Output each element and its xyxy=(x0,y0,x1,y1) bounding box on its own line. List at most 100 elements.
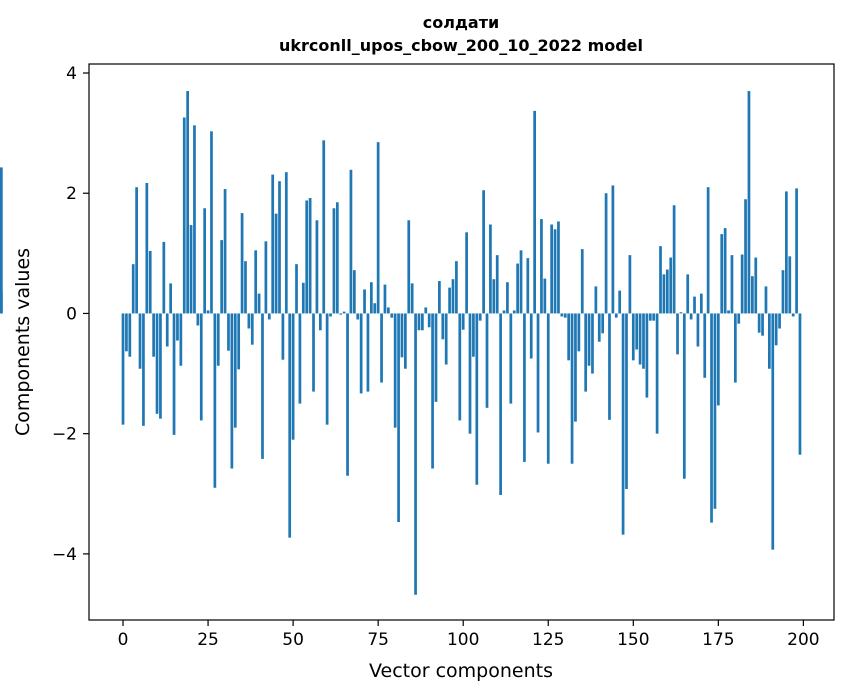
bar-component-82 xyxy=(400,313,404,358)
bar-component-147 xyxy=(621,313,625,535)
bar-component-48 xyxy=(284,172,288,314)
bar-component-176 xyxy=(720,234,724,314)
bar-component-43 xyxy=(267,313,271,320)
bar-component-185 xyxy=(751,276,754,314)
bar-component-90 xyxy=(427,313,431,328)
bar-component-122 xyxy=(536,313,540,433)
bar-component-39 xyxy=(254,250,258,314)
bar-component-95 xyxy=(444,313,448,365)
bar-component-179 xyxy=(730,255,734,314)
bar-component-158 xyxy=(659,246,662,314)
bar-component-172 xyxy=(706,187,710,314)
bar-component-8 xyxy=(148,250,152,314)
bar-component-6 xyxy=(142,313,145,426)
bar-component-99 xyxy=(458,313,462,421)
bar-component-70 xyxy=(359,313,363,394)
bar-component-198 xyxy=(795,188,798,314)
bar-component-190 xyxy=(768,313,771,369)
bar-component-196 xyxy=(788,256,792,314)
bar-component-35 xyxy=(240,213,244,314)
bar-component-80 xyxy=(393,313,397,428)
bar-component-13 xyxy=(165,313,169,347)
bar-component-152 xyxy=(638,313,642,365)
bar-component-194 xyxy=(781,270,785,314)
chart-subtitle: ukrconll_upos_cbow_200_10_2022 model xyxy=(279,36,643,55)
bar-component-100 xyxy=(461,313,465,330)
bar-component-117 xyxy=(519,250,523,314)
bar-component-30 xyxy=(223,189,227,314)
bar-component-105 xyxy=(478,313,482,321)
y-tick-label: 4 xyxy=(66,64,77,84)
bar-component-131 xyxy=(567,313,571,361)
bar-component-144 xyxy=(611,185,615,314)
bar-component-28 xyxy=(216,313,220,366)
bar-component-20 xyxy=(189,225,193,314)
bar-component-155 xyxy=(648,313,652,321)
bar-component-169 xyxy=(696,313,700,347)
bar-component-97 xyxy=(451,279,455,314)
bar-component-154 xyxy=(645,313,649,398)
bar-component-193 xyxy=(778,313,781,329)
bar-component-60 xyxy=(325,313,329,425)
bar-component-106 xyxy=(482,190,485,314)
x-tick-label: 75 xyxy=(367,630,389,650)
bar-component-33 xyxy=(233,313,237,428)
bar-component-96 xyxy=(448,287,451,314)
bar-component-83 xyxy=(404,313,407,369)
x-axis-label: Vector components xyxy=(369,660,553,682)
x-tick-label: 175 xyxy=(702,630,734,650)
bar-component-134 xyxy=(577,313,581,352)
bar-component-187 xyxy=(757,313,761,333)
bar-component-36 xyxy=(244,261,247,314)
bar-component-67 xyxy=(349,169,353,314)
bar-component-34 xyxy=(237,313,241,370)
bar-component-178 xyxy=(727,310,730,314)
bar-component-156 xyxy=(652,313,656,321)
bar-component-195 xyxy=(785,191,788,314)
y-tick-label: −2 xyxy=(52,425,77,445)
bar-component-50 xyxy=(291,313,295,440)
bar-component-161 xyxy=(669,257,673,314)
bar-component-86 xyxy=(414,313,417,595)
bar-component-72 xyxy=(366,313,370,392)
chart-title: солдати xyxy=(423,13,499,32)
plot-frame xyxy=(88,63,835,621)
bar-component-47 xyxy=(281,313,285,360)
bar-component-115 xyxy=(512,310,516,314)
bar-component-44 xyxy=(271,174,275,314)
bar-component-151 xyxy=(635,313,639,350)
bar-component-114 xyxy=(509,313,513,404)
bar-component-51 xyxy=(295,264,298,314)
bar-component-61 xyxy=(329,313,332,317)
bar-component-192 xyxy=(774,313,778,346)
bar-component-53 xyxy=(301,282,305,314)
bar-component-58 xyxy=(318,313,322,331)
bar-component-130 xyxy=(563,313,567,318)
bar-component-85 xyxy=(410,283,414,314)
bar-component-40 xyxy=(257,293,261,314)
bar-component-186 xyxy=(754,257,758,314)
bar-component-103 xyxy=(472,313,475,357)
bar-component-77 xyxy=(383,284,387,314)
bar-component-79 xyxy=(390,313,394,318)
x-tick-label: 150 xyxy=(617,630,649,650)
bar-component-148 xyxy=(625,313,628,489)
bar-component-21 xyxy=(193,125,196,314)
bar-component-98 xyxy=(455,261,458,314)
bar-component-120 xyxy=(529,313,533,359)
bar-component-76 xyxy=(380,313,383,383)
bar-component-173 xyxy=(710,313,713,523)
bar-component-183 xyxy=(744,199,747,314)
bar-component-109 xyxy=(492,279,496,314)
bar-component-9 xyxy=(152,313,155,357)
bar-component-undefined xyxy=(0,291,3,314)
bar-component-136 xyxy=(584,313,588,392)
bar-component-55 xyxy=(308,198,312,314)
x-tick-label: 200 xyxy=(787,630,819,650)
bar-component-150 xyxy=(631,313,635,361)
bar-component-4 xyxy=(135,187,138,314)
bar-component-63 xyxy=(335,202,339,314)
bar-component-149 xyxy=(628,255,632,314)
bar-component-184 xyxy=(747,91,751,314)
